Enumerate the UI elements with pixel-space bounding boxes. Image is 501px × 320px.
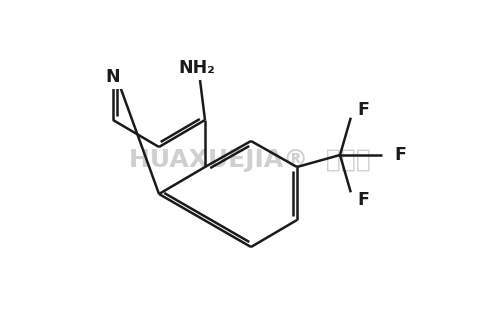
Text: F: F	[357, 191, 369, 209]
Text: F: F	[394, 146, 406, 164]
Text: N: N	[106, 68, 120, 86]
Text: HUAXUEJIA®  化学加: HUAXUEJIA® 化学加	[129, 148, 371, 172]
Text: NH₂: NH₂	[178, 59, 215, 77]
Text: F: F	[357, 101, 369, 119]
